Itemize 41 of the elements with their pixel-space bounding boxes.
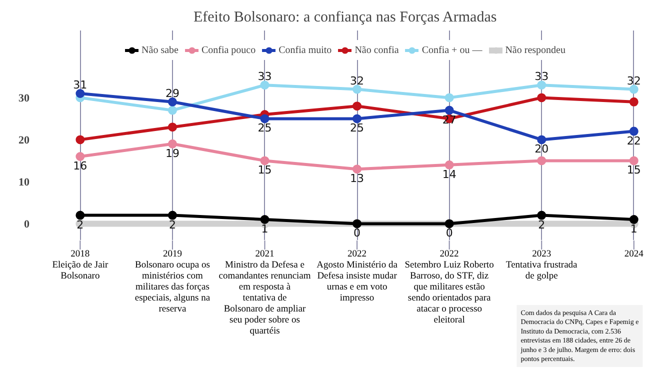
x-tick-label: 2021 Ministro da Defesa e comandantes renunciam em resposta à tentativa de Bolsonaro de ampliar seu poder sobre os quartéis — [218, 250, 312, 337]
data-label: 19 — [165, 146, 180, 160]
legend-label: Confia pouco — [201, 44, 256, 56]
data-label: 2 — [76, 218, 84, 232]
data-label: 25 — [258, 122, 272, 135]
x-tick-label: 2023 Tentativa frustrada de golpe — [506, 250, 578, 282]
data-label: 1 — [261, 222, 268, 236]
y-tick-label: 10 — [18, 176, 30, 189]
legend-label: Confia muito — [278, 44, 332, 56]
y-tick-label: 20 — [18, 134, 30, 147]
data-label: 32 — [626, 74, 641, 88]
data-label: 15 — [258, 164, 272, 177]
data-label: 1 — [630, 222, 638, 236]
x-tick-label: 2022 Agosto Ministério da Defesa insiste mudar urnas e em voto impresso — [316, 250, 398, 304]
legend-label: Não sabe — [142, 44, 178, 56]
data-label: 32 — [350, 74, 364, 88]
data-label: 31 — [73, 78, 88, 92]
data-label: 0 — [446, 226, 453, 240]
data-label: 14 — [442, 168, 456, 181]
data-label: 15 — [626, 164, 641, 177]
y-tick-label: 0 — [24, 218, 30, 231]
x-tick-label: 2022 Setembro Luiz Roberto Barroso, do STF, diz que militares estão sendo orientados para atacar o processo eleitoral — [404, 250, 494, 326]
chart-title: Efeito Bolsonaro: a confiança nas Forças Armadas — [193, 10, 497, 26]
data-label: 22 — [626, 134, 641, 148]
data-label: 20 — [534, 142, 549, 156]
data-label: 2 — [538, 218, 546, 232]
y-tick-label: 30 — [18, 92, 30, 105]
data-label: 0 — [354, 226, 361, 240]
data-label: 33 — [534, 70, 549, 84]
legend-label: Confia + ou — — [422, 44, 482, 56]
data-label: 29 — [165, 86, 180, 100]
data-label: 16 — [73, 160, 88, 172]
x-tick-label: 2019 Bolsonaro ocupa os ministérios com militares das forças especiais, alguns na reserva — [134, 250, 211, 315]
data-label: 33 — [258, 70, 272, 84]
data-label: 25 — [350, 122, 364, 135]
x-tick-label: 2024 — [624, 250, 644, 260]
data-label: 2 — [168, 218, 176, 232]
legend-label: Não respondeu — [505, 44, 566, 56]
legend-label: Não confia — [354, 44, 399, 56]
data-label: 13 — [350, 172, 364, 186]
x-tick-label: 2018 Eleição de Jair Bolsonaro — [52, 250, 109, 282]
